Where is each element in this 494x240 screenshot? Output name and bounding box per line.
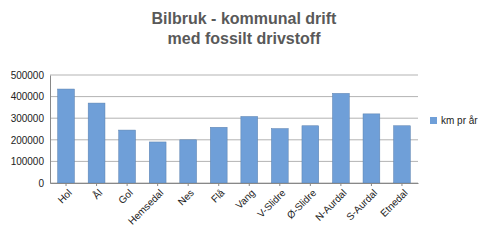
x-tick: Hol xyxy=(56,183,74,206)
y-tick-label: 400000 xyxy=(11,91,45,102)
x-tick-mark xyxy=(401,183,402,186)
x-tick-label: Gol xyxy=(116,187,135,206)
bar xyxy=(119,130,136,183)
legend-label: km pr år xyxy=(441,115,478,126)
bar xyxy=(58,89,75,183)
grid-line xyxy=(50,96,418,97)
y-tick: 200000 xyxy=(11,135,50,146)
grid-line xyxy=(50,75,418,76)
y-axis: 0 100000 200000 300000 400000 500000 xyxy=(11,70,51,189)
x-tick-mark xyxy=(340,183,341,186)
chart: Bilbruk - kommunal drift med fossilt driv… xyxy=(0,0,494,240)
x-tick-label: Hemsedal xyxy=(126,187,166,227)
bar xyxy=(241,116,258,183)
x-tick-label: N-Aurdal xyxy=(313,187,349,223)
x-tick-label: Flå xyxy=(209,187,227,205)
bar xyxy=(88,103,105,183)
bar xyxy=(332,93,349,183)
bar xyxy=(180,140,197,183)
y-tick-label: 500000 xyxy=(11,70,45,81)
bars xyxy=(58,89,411,183)
x-tick-label: Hol xyxy=(56,187,74,205)
x-tick-label: S-Aurdal xyxy=(344,187,379,222)
x-tick: Hemsedal xyxy=(126,183,166,227)
x-tick-label: V-Slidre xyxy=(255,187,288,220)
y-tick-label: 100000 xyxy=(11,156,45,167)
subtitle: med fossilt drivstoff xyxy=(168,30,322,47)
x-tick-label: Etnedal xyxy=(378,187,410,219)
x-tick-mark xyxy=(249,183,250,186)
x-tick: Etnedal xyxy=(378,183,410,219)
y-tick: 400000 xyxy=(11,91,50,102)
x-tick: Ål xyxy=(90,183,105,201)
x-tick-mark xyxy=(66,183,67,186)
bar xyxy=(210,127,227,183)
bar xyxy=(363,114,380,183)
y-tick: 100000 xyxy=(11,156,50,167)
x-tick-mark xyxy=(157,183,158,186)
x-tick: S-Aurdal xyxy=(344,183,379,222)
x-tick: Gol xyxy=(116,183,135,206)
bar xyxy=(271,129,288,183)
y-tick: 0 xyxy=(38,178,50,189)
x-tick-label: Vang xyxy=(233,187,257,211)
bar xyxy=(149,142,166,183)
legend-item: km pr år xyxy=(430,115,478,126)
x-tick-label: Nes xyxy=(176,187,196,207)
y-tick-label: 200000 xyxy=(11,135,45,146)
title: Bilbruk - kommunal drift xyxy=(152,10,338,27)
y-tick: 300000 xyxy=(11,113,50,124)
bar xyxy=(302,126,319,183)
plot: 0 100000 200000 300000 400000 500000 Hol Ål GolH… xyxy=(11,70,419,227)
x-axis: HolÅlGolHemsedalNesFlåVangV-SlidreØ-Slid… xyxy=(51,183,419,227)
x-tick: V-Slidre xyxy=(255,183,288,220)
x-axis-line xyxy=(51,183,419,184)
x-tick-mark xyxy=(96,183,97,186)
y-axis-line xyxy=(50,76,51,184)
legend: km pr år xyxy=(430,115,478,126)
y-tick-label: 0 xyxy=(38,178,44,189)
x-tick-mark xyxy=(371,183,372,186)
x-tick-label: Ål xyxy=(90,186,105,201)
y-tick: 500000 xyxy=(11,70,50,81)
bar xyxy=(394,126,411,183)
grid xyxy=(50,75,418,183)
x-tick: Flå xyxy=(209,183,227,205)
x-tick-mark xyxy=(310,183,311,186)
y-tick-label: 300000 xyxy=(11,113,45,124)
x-tick: Vang xyxy=(233,183,257,211)
x-tick-mark xyxy=(279,183,280,186)
x-tick-mark xyxy=(188,183,189,186)
x-tick-mark xyxy=(127,183,128,186)
x-tick: Nes xyxy=(176,183,196,207)
x-tick: N-Aurdal xyxy=(313,183,349,223)
x-tick-mark xyxy=(218,183,219,186)
legend-swatch xyxy=(430,117,437,124)
